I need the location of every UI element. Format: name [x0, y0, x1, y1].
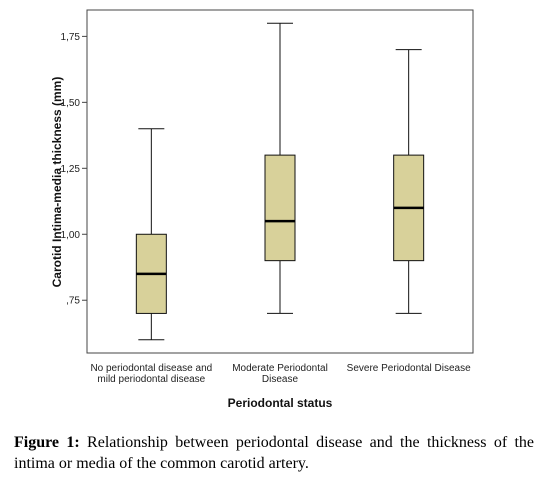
y-axis-title: Carotid Intima-media thickness (mm)	[50, 77, 64, 288]
y-tick-label: 1,50	[61, 98, 81, 109]
box-series	[135, 22, 425, 341]
y-axis-ticks: ,75 1,00 1,25 1,50 1,75	[61, 32, 87, 307]
y-tick-label: ,75	[66, 296, 80, 307]
x-axis-title: Periodontal status	[228, 396, 333, 410]
y-tick-label: 1,25	[61, 164, 81, 175]
x-category-label: No periodontal disease and mild periodont…	[90, 363, 212, 385]
figure-caption: Figure 1: Relationship between periodont…	[14, 432, 534, 474]
caption-label: Figure 1:	[14, 434, 80, 451]
chart-area: ,75 1,00 1,25 1,50 1,75 No periodontal disea…	[50, 9, 474, 410]
y-tick-label: 1,75	[61, 32, 81, 43]
x-category-label: Severe Periodontal Disease	[347, 363, 471, 374]
box-plot: ,75 1,00 1,25 1,50 1,75 No periodontal disea…	[50, 9, 474, 410]
caption-text: Relationship between periodontal disease…	[14, 434, 535, 472]
x-category-label: Moderate Periodontal Disease	[232, 363, 328, 385]
y-tick-label: 1,00	[61, 230, 81, 241]
iqr-box	[264, 154, 296, 262]
x-axis-category-labels: No periodontal disease and mild periodont…	[90, 363, 471, 385]
